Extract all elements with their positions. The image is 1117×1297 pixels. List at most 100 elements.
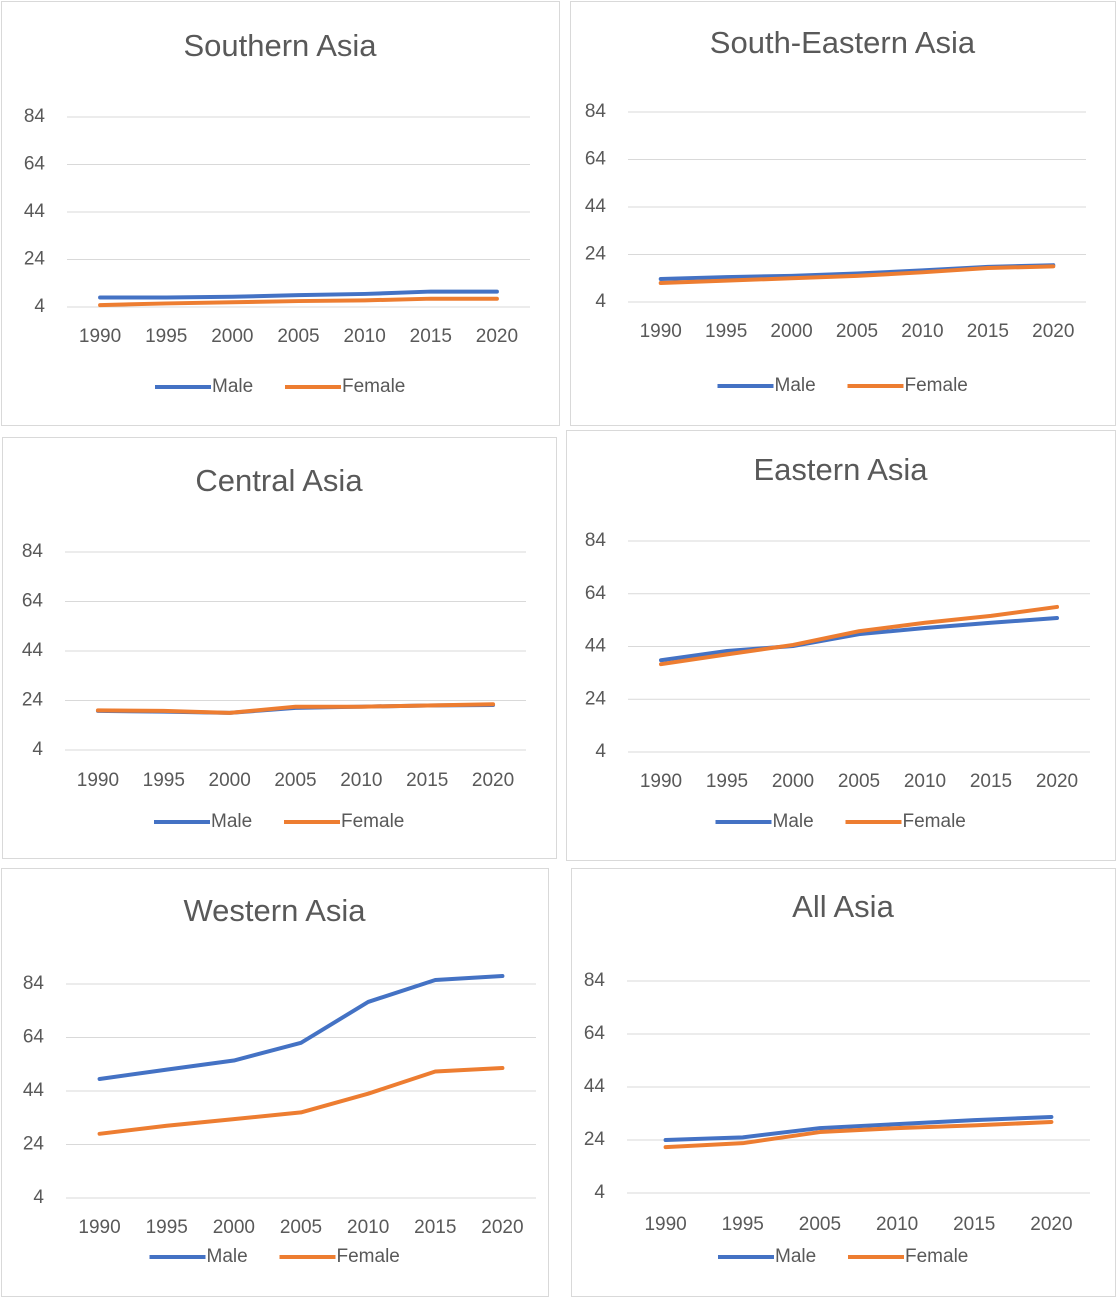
y-tick-label: 4: [34, 296, 45, 317]
x-tick-label: 2005: [799, 1214, 841, 1235]
legend-label: Male: [207, 1246, 248, 1267]
series-line: [663, 1114, 1054, 1142]
x-tick-label: 2010: [340, 770, 382, 791]
y-tick-label: 4: [595, 291, 606, 312]
x-tick-label: 2010: [904, 771, 946, 792]
chart-border: [566, 430, 1116, 861]
series-line: [659, 604, 1059, 667]
y-tick-label: 24: [23, 1134, 45, 1155]
y-tick-label: 24: [585, 688, 607, 709]
y-tick-label: 84: [22, 541, 44, 562]
y-tick-label: 44: [584, 1076, 606, 1097]
y-tick-label: 84: [23, 973, 45, 994]
x-tick-label: 2015: [970, 771, 1012, 792]
legend-label: Female: [903, 811, 966, 832]
y-tick-label: 24: [22, 690, 44, 711]
y-tick-label: 44: [585, 636, 607, 657]
series-line: [659, 616, 1059, 663]
chart-border: [570, 1, 1116, 426]
y-tick-label: 64: [24, 154, 46, 175]
x-tick-label: 2015: [967, 321, 1009, 342]
x-tick-label: 2020: [476, 326, 518, 347]
y-tick-label: 84: [584, 970, 606, 991]
series-line: [95, 702, 496, 715]
legend-label: Male: [775, 1246, 816, 1267]
y-tick-label: 4: [595, 741, 606, 762]
x-tick-label: 1990: [78, 1217, 120, 1238]
x-tick-label: 2015: [414, 1217, 456, 1238]
x-tick-label: 2000: [213, 1217, 255, 1238]
y-tick-label: 4: [32, 739, 43, 760]
y-tick-label: 4: [594, 1182, 605, 1203]
chart-border: [571, 868, 1116, 1297]
x-tick-label: 1990: [79, 326, 121, 347]
legend-label: Female: [905, 375, 968, 396]
y-tick-label: 44: [22, 640, 44, 661]
series-line: [97, 1065, 505, 1136]
chart-title: Eastern Asia: [753, 452, 928, 487]
x-tick-label: 2010: [901, 321, 943, 342]
y-tick-label: 44: [585, 196, 607, 217]
y-tick-label: 84: [585, 101, 607, 122]
chart-title: South-Eastern Asia: [710, 25, 976, 60]
chart-title: Southern Asia: [183, 28, 377, 63]
x-tick-label: 2000: [209, 770, 251, 791]
legend-label: Female: [341, 811, 404, 832]
chart-border: [1, 868, 549, 1297]
chart-title: All Asia: [792, 889, 894, 924]
y-tick-label: 64: [22, 591, 44, 612]
x-tick-label: 1995: [722, 1214, 764, 1235]
x-tick-label: 2010: [344, 326, 386, 347]
legend-label: Male: [212, 376, 253, 397]
x-tick-label: 2020: [1030, 1214, 1072, 1235]
x-tick-label: 2005: [280, 1217, 322, 1238]
series-line: [658, 264, 1056, 285]
x-tick-label: 2015: [406, 770, 448, 791]
y-tick-label: 64: [585, 583, 607, 604]
x-tick-label: 2015: [953, 1214, 995, 1235]
chart-title: Western Asia: [183, 893, 366, 928]
x-tick-label: 1995: [706, 771, 748, 792]
x-tick-label: 1995: [145, 326, 187, 347]
legend-label: Female: [905, 1246, 968, 1267]
x-tick-label: 2005: [274, 770, 316, 791]
series-line: [663, 1119, 1054, 1150]
legend-label: Female: [337, 1246, 400, 1267]
y-tick-label: 44: [23, 1080, 45, 1101]
x-tick-label: 2005: [838, 771, 880, 792]
y-tick-label: 44: [24, 201, 46, 222]
x-tick-label: 2020: [1032, 321, 1074, 342]
y-tick-label: 64: [585, 149, 607, 170]
y-tick-label: 84: [24, 106, 46, 127]
x-tick-label: 2020: [481, 1217, 523, 1238]
x-tick-label: 2000: [772, 771, 814, 792]
legend-label: Male: [775, 375, 816, 396]
chart-border: [2, 437, 557, 859]
x-tick-label: 1995: [143, 770, 185, 791]
y-tick-label: 64: [584, 1023, 606, 1044]
x-tick-label: 1990: [644, 1214, 686, 1235]
legend-label: Male: [211, 811, 252, 832]
x-tick-label: 1995: [146, 1217, 188, 1238]
chart-border: [1, 1, 560, 426]
series-line: [97, 973, 505, 1081]
x-tick-label: 2000: [770, 321, 812, 342]
series-line: [98, 289, 499, 300]
x-tick-label: 2005: [836, 321, 878, 342]
series-line: [98, 296, 499, 308]
x-tick-label: 2015: [410, 326, 452, 347]
chart-title: Central Asia: [195, 463, 363, 498]
legend-label: Male: [773, 811, 814, 832]
y-tick-label: 24: [585, 244, 607, 265]
x-tick-label: 1990: [77, 770, 119, 791]
x-tick-label: 2000: [211, 326, 253, 347]
legend-label: Female: [342, 376, 405, 397]
y-tick-label: 84: [585, 530, 607, 551]
x-tick-label: 1995: [705, 321, 747, 342]
x-tick-label: 2020: [472, 770, 514, 791]
x-tick-label: 2010: [876, 1214, 918, 1235]
x-tick-label: 2020: [1036, 771, 1078, 792]
x-tick-label: 2005: [277, 326, 319, 347]
x-tick-label: 2010: [347, 1217, 389, 1238]
